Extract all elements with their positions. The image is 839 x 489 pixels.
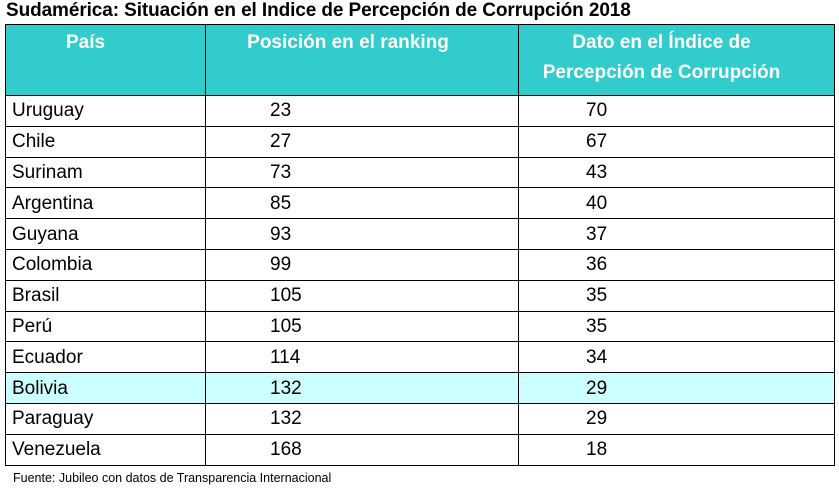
table-row: Bolivia 132 29 [5, 372, 835, 404]
score-cell: 37 [518, 218, 835, 250]
score-cell: 18 [518, 433, 835, 466]
rank-cell: 114 [205, 341, 519, 374]
header-rank-label: Posición en el ranking [247, 32, 449, 53]
table-row: Guyana 93 37 [5, 218, 835, 250]
score-cell: 36 [518, 248, 835, 281]
country-cell: Chile [5, 125, 206, 158]
table-row: Brasil 105 35 [5, 279, 835, 312]
rank-cell: 93 [205, 218, 519, 250]
score-cell: 67 [518, 125, 835, 158]
country-cell: Brasil [5, 279, 206, 312]
country-cell: Perú [5, 310, 206, 343]
table-row: Colombia 99 36 [5, 248, 835, 281]
score-cell: 29 [518, 372, 835, 404]
table-row: Argentina 85 40 [5, 187, 835, 220]
rank-cell: 27 [205, 125, 519, 158]
country-cell: Ecuador [5, 341, 206, 374]
country-cell: Surinam [5, 156, 206, 189]
rank-cell: 132 [205, 372, 519, 404]
rank-cell: 85 [205, 187, 519, 220]
table-row: Perú 105 35 [5, 310, 835, 343]
country-cell: Paraguay [5, 402, 206, 435]
table-row: Paraguay 132 29 [5, 402, 835, 435]
country-cell: Venezuela [5, 433, 206, 466]
table-row: Venezuela 168 18 [5, 433, 835, 466]
table-header: País Posición en el ranking Dato en el Í… [5, 24, 835, 96]
score-cell: 29 [518, 402, 835, 435]
table-row: Ecuador 114 34 [5, 341, 835, 374]
table-body: Uruguay 23 70 Chile 27 67 Surinam 73 43 Argentina… [5, 95, 835, 466]
rank-cell: 105 [205, 279, 519, 312]
header-score: Dato en el Índice de Percepción de Corrup… [518, 24, 835, 96]
header-country: País [5, 24, 206, 96]
table-row: Surinam 73 43 [5, 156, 835, 189]
rank-cell: 132 [205, 402, 519, 435]
score-cell: 35 [518, 310, 835, 343]
table-row: Uruguay 23 70 [5, 95, 835, 127]
corruption-table: País Posición en el ranking Dato en el Í… [5, 24, 835, 466]
header-country-label: País [65, 32, 106, 53]
rank-cell: 23 [205, 95, 519, 127]
country-cell: Uruguay [5, 95, 206, 127]
header-rank: Posición en el ranking [205, 24, 519, 96]
score-cell: 70 [518, 95, 835, 127]
header-score-line2: Percepción de Corrupción [542, 62, 781, 83]
rank-cell: 168 [205, 433, 519, 466]
country-cell: Bolivia [5, 372, 206, 404]
header-row: País Posición en el ranking Dato en el Í… [5, 24, 835, 96]
score-cell: 43 [518, 156, 835, 189]
rank-cell: 73 [205, 156, 519, 189]
header-score-line1: Dato en el Índice de [572, 32, 751, 53]
score-cell: 35 [518, 279, 835, 312]
score-cell: 34 [518, 341, 835, 374]
header-score-label: Dato en el Índice de Percepción de Corrup… [519, 25, 834, 88]
source-note: Fuente: Jubileo con datos de Transparenc… [13, 471, 332, 485]
country-cell: Colombia [5, 248, 206, 281]
score-cell: 40 [518, 187, 835, 220]
country-cell: Guyana [5, 218, 206, 250]
rank-cell: 99 [205, 248, 519, 281]
table-row: Chile 27 67 [5, 125, 835, 158]
rank-cell: 105 [205, 310, 519, 343]
country-cell: Argentina [5, 187, 206, 220]
page-title: Sudamérica: Situación en el Indice de Pe… [6, 0, 631, 21]
